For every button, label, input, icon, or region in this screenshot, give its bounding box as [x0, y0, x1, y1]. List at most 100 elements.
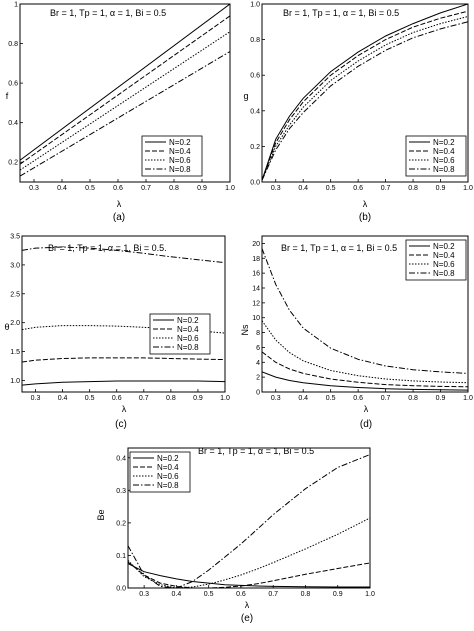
y-tick-label: 0.6 [8, 81, 18, 88]
x-tick-label: 0.4 [58, 395, 68, 402]
legend-label: N=0.8 [157, 481, 179, 490]
y-tick-label: 1.0 [250, 2, 260, 9]
legend-label: N=0.2 [177, 316, 199, 325]
x-tick-label: 0.9 [436, 395, 446, 402]
y-tick-label: 0.2 [8, 160, 18, 167]
legend-label: N=0.4 [169, 147, 191, 156]
series-line-N=0.8 [262, 248, 468, 374]
annotation: Br = 1, Tp = 1, α = 1, Bi = 0.5 [281, 243, 397, 253]
x-tick-label: 0.6 [353, 185, 363, 192]
x-tick-label: 0.4 [57, 185, 67, 192]
y-tick-label: 3.5 [10, 234, 20, 241]
legend-box [129, 451, 191, 493]
plot-area: 0.3 0.4 0.5 0.6 0.7 0.8 0.9 1.0 0.0 0.2 0.4 0.6 0.8 1… [250, 2, 473, 193]
x-tick-label: 1.0 [463, 185, 473, 192]
x-tick-label: 0.8 [408, 185, 418, 192]
series-line-N=0.8 [22, 246, 225, 264]
x-tick-label: 0.7 [381, 395, 391, 402]
y-tick-label: 0.3 [116, 488, 126, 495]
annotation: Br = 1, Tp = 1, α = 1, Bi = 0.5. [48, 243, 167, 253]
panel-e: 0.3 0.4 0.5 0.6 0.7 0.8 0.9 1.0 0.0 0.1 0.2 0.3 0.4 N… [96, 446, 375, 624]
legend-box [149, 313, 211, 355]
x-tick-label: 0.3 [29, 185, 39, 192]
series-line-N=0.2 [262, 4, 468, 181]
legend-label: N=0.6 [433, 156, 455, 165]
series-line-N=0.8 [128, 454, 370, 588]
x-tick-label: 0.9 [193, 395, 203, 402]
ylabel: θ [4, 322, 9, 332]
series-line-N=0.4 [262, 10, 468, 181]
legend-label: N=0.6 [433, 260, 455, 269]
caption: (c) [115, 419, 127, 430]
x-tick-label: 0.3 [31, 395, 41, 402]
plot-frame [261, 235, 469, 393]
y-tick-label: 0.0 [250, 180, 260, 187]
series-line-N=0.2 [262, 371, 468, 391]
legend-label: N=0.4 [157, 463, 179, 472]
x-tick-label: 1.0 [365, 591, 375, 598]
panel-c: 0.3 0.4 0.5 0.6 0.7 0.8 0.9 1.0 1.0 1.5 2.0 2.5 3.0 3… [4, 234, 229, 431]
legend-box [405, 239, 467, 281]
x-tick-label: 0.5 [326, 395, 336, 402]
plot-area: 0.3 0.4 0.5 0.6 0.7 0.8 0.9 1.0 1.0 1.5 2.0 2.5 3.0 3… [10, 234, 230, 403]
series-line-N=0.4 [128, 561, 370, 588]
x-tick-label: 1.0 [220, 395, 230, 402]
series-line-N=0.6 [262, 320, 468, 384]
x-tick-label: 0.6 [236, 591, 246, 598]
y-tick-label: 0.4 [8, 120, 18, 127]
y-tick-label: 6 [256, 345, 260, 352]
legend-label: N=0.4 [433, 147, 455, 156]
x-tick-label: 0.8 [169, 185, 179, 192]
x-tick-label: 0.5 [85, 185, 95, 192]
annotation: Br = 1, Tp = 1, α = 1, Bi = 0.5 [50, 8, 166, 18]
xlabel: λ [364, 404, 369, 414]
legend-label: N=0.8 [169, 165, 191, 174]
series-line-N=0.2 [22, 380, 225, 386]
x-tick-label: 0.5 [326, 185, 336, 192]
series-line-N=0.8 [262, 21, 468, 181]
panel-a: 0.3 0.4 0.5 0.6 0.7 0.8 0.9 1.0 0.2 0.4 0.6 0.8 1 N=0… [6, 2, 235, 224]
x-tick-label: 0.9 [333, 591, 343, 598]
legend-label: N=0.4 [177, 325, 199, 334]
panel-b: 0.3 0.4 0.5 0.6 0.7 0.8 0.9 1.0 0.0 0.2 0.4 0.6 0.8 1… [243, 2, 472, 224]
xlabel: λ [122, 404, 127, 414]
x-tick-label: 0.3 [271, 185, 281, 192]
y-tick-label: 2.0 [10, 320, 20, 327]
y-tick-label: 0.2 [250, 144, 260, 151]
plot-area: 0.3 0.4 0.5 0.6 0.7 0.8 0.9 1.0 0.0 0.1 0.2 0.3 0.4 N… [116, 447, 375, 598]
series-line-N=0.4 [22, 357, 225, 363]
y-tick-label: 4 [256, 360, 260, 367]
legend-label: N=0.4 [433, 251, 455, 260]
legend-label: N=0.2 [433, 242, 455, 251]
y-tick-label: 20 [252, 241, 260, 248]
caption: (b) [359, 212, 371, 223]
y-tick-label: 2 [256, 375, 260, 382]
series-line-N=0.4 [20, 15, 230, 165]
x-tick-label: 1.0 [225, 185, 235, 192]
y-tick-label: 0.2 [116, 520, 126, 527]
x-tick-label: 0.7 [268, 591, 278, 598]
y-tick-label: 0 [256, 390, 260, 397]
y-tick-label: 0.4 [250, 108, 260, 115]
y-tick-label: 10 [252, 315, 260, 322]
xlabel: λ [117, 199, 122, 209]
legend-box [405, 135, 467, 177]
x-tick-label: 0.3 [271, 395, 281, 402]
ylabel: Ns [240, 324, 250, 335]
legend-label: N=0.6 [169, 156, 191, 165]
x-tick-label: 0.7 [141, 185, 151, 192]
y-tick-label: 1.5 [10, 349, 20, 356]
x-tick-label: 0.7 [139, 395, 149, 402]
y-tick-label: 1 [14, 2, 18, 9]
y-tick-label: 1.0 [10, 378, 20, 385]
x-tick-label: 0.8 [408, 395, 418, 402]
x-tick-label: 0.8 [166, 395, 176, 402]
y-tick-label: 16 [252, 271, 260, 278]
series-line-N=0.2 [20, 4, 230, 161]
x-tick-label: 0.3 [139, 591, 149, 598]
plot-area: 0.3 0.4 0.5 0.6 0.7 0.8 0.9 1.0 0.2 0.4 0.6 0.8 1 N=0… [8, 2, 235, 193]
y-tick-label: 18 [252, 256, 260, 263]
plot-frame [19, 3, 231, 183]
x-tick-label: 0.4 [298, 185, 308, 192]
